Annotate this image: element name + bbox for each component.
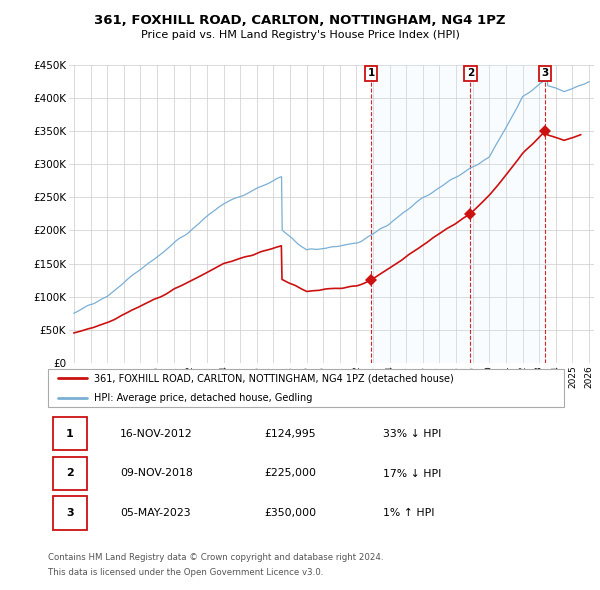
FancyBboxPatch shape [53,457,86,490]
Text: 17% ↓ HPI: 17% ↓ HPI [383,468,442,478]
Text: 3: 3 [541,68,548,78]
Text: 1% ↑ HPI: 1% ↑ HPI [383,509,435,519]
Text: 2: 2 [467,68,474,78]
Text: 361, FOXHILL ROAD, CARLTON, NOTTINGHAM, NG4 1PZ (detached house): 361, FOXHILL ROAD, CARLTON, NOTTINGHAM, … [94,373,454,384]
Text: This data is licensed under the Open Government Licence v3.0.: This data is licensed under the Open Gov… [48,568,323,577]
Text: £124,995: £124,995 [265,428,316,438]
Bar [470,65,545,363]
Text: 33% ↓ HPI: 33% ↓ HPI [383,428,442,438]
FancyBboxPatch shape [48,369,564,407]
Text: 2: 2 [66,468,74,478]
Text: 16-NOV-2012: 16-NOV-2012 [120,428,193,438]
Text: Contains HM Land Registry data © Crown copyright and database right 2024.: Contains HM Land Registry data © Crown c… [48,553,383,562]
Text: 361, FOXHILL ROAD, CARLTON, NOTTINGHAM, NG4 1PZ: 361, FOXHILL ROAD, CARLTON, NOTTINGHAM, … [94,14,506,27]
Text: HPI: Average price, detached house, Gedling: HPI: Average price, detached house, Gedl… [94,392,313,402]
Text: 1: 1 [66,428,74,438]
Text: 05-MAY-2023: 05-MAY-2023 [120,509,191,519]
Text: Price paid vs. HM Land Registry's House Price Index (HPI): Price paid vs. HM Land Registry's House … [140,31,460,40]
Bar [371,65,470,363]
Text: £225,000: £225,000 [265,468,317,478]
Text: 1: 1 [367,68,374,78]
FancyBboxPatch shape [53,496,86,530]
FancyBboxPatch shape [53,417,86,451]
Text: £350,000: £350,000 [265,509,317,519]
Text: 09-NOV-2018: 09-NOV-2018 [120,468,193,478]
Text: 3: 3 [66,509,74,519]
